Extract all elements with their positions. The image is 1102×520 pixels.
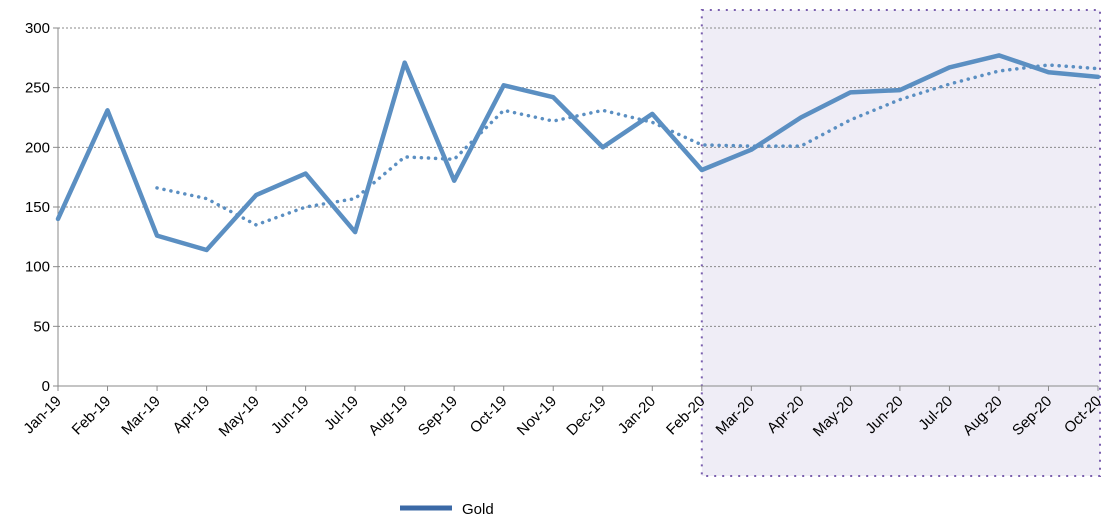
series-line-gold	[55, 53, 1101, 253]
x-tick-label-Apr-19: Apr-19	[170, 393, 214, 437]
x-tick-label-Oct-19: Oct-19	[467, 393, 511, 437]
legend: Gold	[400, 501, 494, 518]
y-tick-label-300: 300	[25, 20, 50, 37]
series-line-trend	[155, 63, 1100, 227]
x-tick-label-Mar-19: Mar-19	[118, 393, 164, 439]
x-tick-label-Jan-20: Jan-20	[615, 393, 659, 437]
y-tick-label-200: 200	[25, 139, 50, 156]
x-tick-label-Jun-19: Jun-19	[268, 393, 312, 437]
y-tick-label-50: 50	[33, 318, 50, 335]
x-tick-label-Feb-20: Feb-20	[663, 393, 709, 439]
x-tick-label-Jul-19: Jul-19	[321, 393, 362, 434]
series-group	[55, 53, 1101, 253]
x-tick-label-Aug-19: Aug-19	[365, 393, 411, 439]
x-tick-label-May-19: May-19	[216, 393, 263, 440]
x-tick-label-Feb-19: Feb-19	[69, 393, 115, 439]
x-tick-label-Sep-19: Sep-19	[415, 393, 461, 439]
y-tick-label-150: 150	[25, 199, 50, 216]
y-tick-label-0: 0	[42, 378, 50, 395]
y-tick-label-100: 100	[25, 259, 50, 276]
y-axis-ticks: 0 50 100 150 200 250 300	[25, 20, 58, 395]
gridlines	[58, 27, 1098, 327]
y-tick-label-250: 250	[25, 80, 50, 97]
legend-label-gold: Gold	[462, 501, 494, 518]
x-tick-label-Dec-19: Dec-19	[563, 393, 609, 439]
x-tick-label-Nov-19: Nov-19	[514, 393, 560, 439]
x-tick-label-Jan-19: Jan-19	[20, 393, 64, 437]
